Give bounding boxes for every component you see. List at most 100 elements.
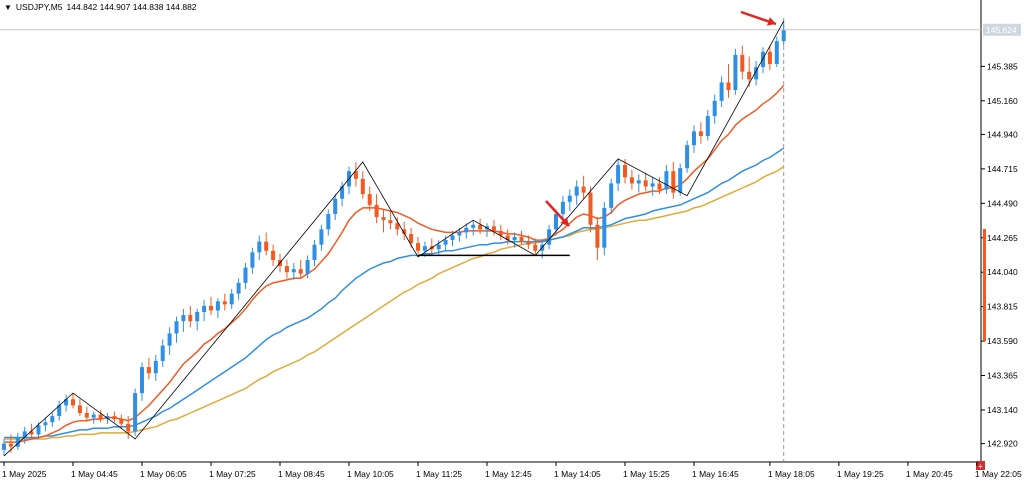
candle-body — [105, 416, 110, 420]
candle-body — [747, 71, 752, 80]
candle — [657, 177, 662, 195]
candle — [747, 56, 752, 87]
candle — [685, 140, 690, 173]
candle — [64, 394, 69, 412]
candle-body — [650, 183, 655, 187]
y-tick-label: 144.490 — [987, 198, 1018, 208]
candle-body — [250, 252, 255, 268]
candle-body — [112, 416, 117, 420]
candle-body — [374, 204, 379, 218]
arrow-head-icon — [766, 17, 776, 26]
candle — [740, 45, 745, 80]
candle — [567, 189, 572, 211]
candle-body — [471, 224, 476, 228]
candle-body — [57, 405, 62, 417]
candle — [678, 163, 683, 196]
candle — [174, 316, 179, 343]
candle-body — [657, 183, 662, 190]
candle-body — [567, 195, 572, 202]
candle-body — [222, 301, 227, 305]
candle-body — [236, 282, 241, 294]
x-tick-label: 1 May 19:25 — [837, 469, 884, 479]
candle — [84, 406, 89, 421]
arrow-head-icon — [560, 217, 569, 226]
candle-body — [678, 168, 683, 193]
candle-body — [264, 241, 269, 251]
candle-body — [560, 201, 565, 215]
candle — [781, 21, 786, 46]
ema-slow-line — [4, 165, 785, 440]
candle-body — [629, 177, 634, 184]
candle-body — [71, 399, 75, 406]
candle — [443, 235, 448, 251]
candle — [333, 194, 338, 221]
candle-body — [664, 171, 669, 190]
candle-body — [353, 171, 358, 179]
candle — [636, 174, 641, 193]
candle — [215, 298, 220, 319]
y-tick-label: 142.920 — [987, 439, 1018, 449]
candle-body — [623, 165, 627, 178]
candle — [712, 94, 717, 124]
candle-body — [643, 180, 648, 187]
candle — [512, 232, 517, 248]
candle-body — [457, 232, 462, 236]
candle-body — [450, 235, 455, 241]
candle-body — [416, 243, 420, 251]
candle-body — [305, 259, 310, 274]
candle — [450, 230, 455, 247]
candle — [491, 220, 496, 236]
dropdown-triangle-icon[interactable]: ▼ — [4, 2, 12, 12]
candle-body — [291, 269, 296, 273]
candle-body — [409, 233, 414, 244]
candle — [705, 109, 710, 141]
candle — [222, 293, 227, 311]
candle — [761, 47, 765, 74]
candle-body — [181, 315, 186, 322]
candle-body — [43, 422, 48, 426]
candle — [416, 237, 420, 254]
candle — [15, 432, 20, 450]
candle — [119, 414, 124, 429]
candle — [153, 354, 158, 381]
candle — [340, 181, 345, 207]
candle — [91, 411, 96, 424]
candle-body — [733, 54, 738, 91]
candle-body — [533, 244, 538, 251]
candle-body — [491, 226, 496, 231]
candle — [22, 426, 27, 444]
candle-body — [754, 67, 759, 80]
candle — [160, 339, 165, 368]
candle-body — [602, 207, 607, 248]
candle-body — [636, 180, 641, 184]
y-tick-label: 143.365 — [987, 371, 1018, 381]
candle — [754, 60, 759, 86]
candle-body — [685, 145, 690, 169]
candle-body — [671, 171, 676, 193]
candle — [326, 209, 331, 236]
candle-body — [188, 315, 193, 322]
candle-body — [319, 229, 324, 245]
candle-body — [126, 423, 131, 432]
candle-body — [195, 312, 200, 322]
candle-body — [174, 321, 179, 334]
candle-body — [609, 183, 614, 208]
candle — [436, 240, 441, 256]
y-tick-label: 144.040 — [987, 267, 1018, 277]
x-tick-label: 1 May 04:45 — [71, 469, 118, 479]
x-tick-label: 1 May 14:05 — [554, 469, 601, 479]
candle-body — [77, 405, 82, 414]
candle — [133, 388, 138, 436]
candle — [560, 195, 565, 221]
red-arrow-top — [740, 10, 777, 26]
candle — [498, 224, 503, 241]
candle-body — [381, 217, 386, 221]
candle-body — [464, 227, 469, 233]
candle-body — [616, 165, 621, 184]
chart-frame — [0, 0, 982, 463]
candle — [2, 439, 6, 456]
candle-body — [443, 240, 448, 245]
candle — [505, 229, 510, 245]
